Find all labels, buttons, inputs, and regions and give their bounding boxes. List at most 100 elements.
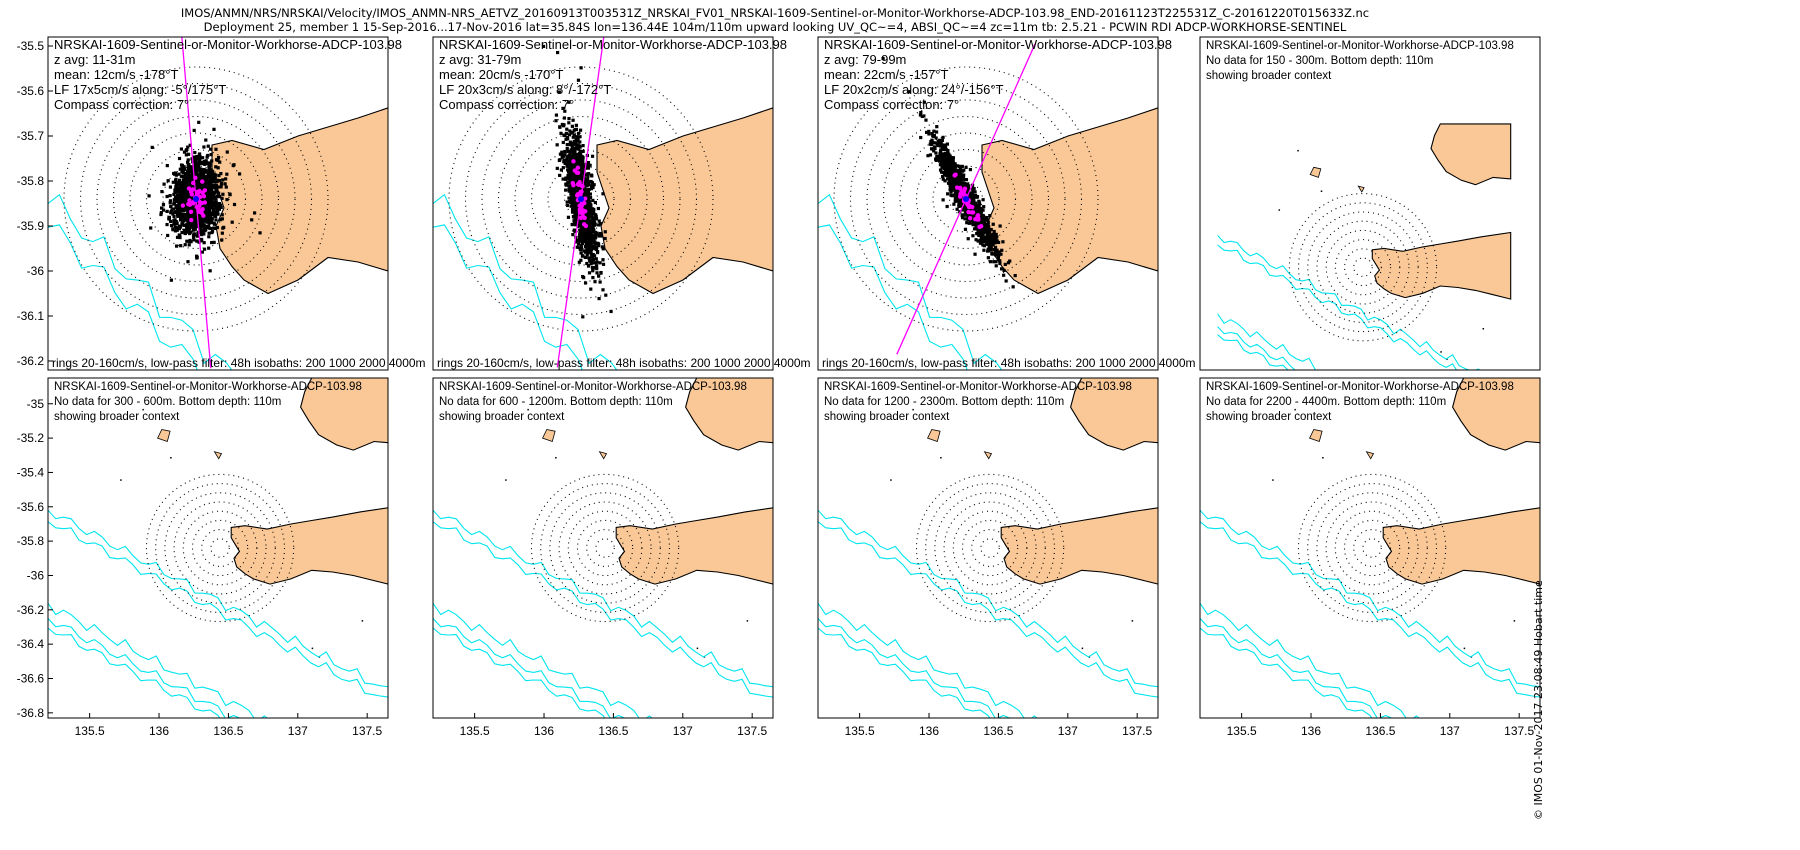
velocity-point	[563, 109, 567, 113]
x-tick-label: 137.5	[1504, 724, 1534, 738]
velocity-point	[570, 210, 575, 214]
velocity-point	[978, 241, 983, 245]
velocity-point	[586, 202, 590, 206]
velocity-point	[181, 216, 185, 220]
velocity-point	[219, 171, 223, 176]
velocity-point	[199, 169, 203, 173]
velocity-point	[184, 182, 188, 186]
velocity-point	[572, 177, 576, 181]
velocity-point	[579, 243, 583, 248]
velocity-point	[963, 205, 967, 209]
velocity-point	[212, 226, 216, 230]
velocity-point	[207, 161, 211, 165]
velocity-point	[583, 186, 587, 190]
panel-frame	[432, 377, 774, 719]
velocity-point	[964, 165, 968, 169]
velocity-point	[589, 207, 593, 211]
velocity-point	[149, 226, 153, 230]
velocity-point	[206, 144, 210, 148]
velocity-point	[592, 183, 596, 187]
panel-frame	[1199, 36, 1541, 371]
velocity-point	[586, 230, 590, 234]
velocity-point	[579, 158, 583, 162]
velocity-point	[209, 226, 213, 231]
velocity-point	[192, 220, 197, 225]
velocity-point	[168, 194, 172, 198]
velocity-point	[588, 219, 592, 223]
panel-info-line: mean: 22cm/s -157°T	[824, 67, 948, 82]
velocity-point	[197, 120, 201, 124]
velocity-point	[573, 127, 578, 132]
velocity-point	[186, 152, 191, 156]
reef-dot	[1513, 620, 1516, 622]
velocity-point	[581, 144, 585, 148]
velocity-point	[933, 145, 937, 149]
velocity-point	[948, 156, 952, 160]
velocity-point	[216, 166, 220, 170]
velocity-point	[590, 265, 595, 270]
velocity-point	[978, 238, 982, 242]
velocity-point	[175, 228, 179, 232]
velocity-point	[192, 192, 197, 196]
velocity-point	[930, 140, 935, 144]
velocity-point	[212, 196, 216, 200]
velocity-point	[199, 175, 203, 180]
velocity-point	[208, 211, 212, 215]
velocity-point	[568, 167, 572, 171]
lowpass-point	[970, 210, 976, 215]
lowpass-point	[581, 222, 587, 227]
velocity-point	[591, 258, 595, 262]
y-tick-label: -35.5	[17, 39, 45, 53]
velocity-point	[579, 258, 583, 262]
velocity-point	[581, 168, 585, 172]
panel-info-line: showing broader context	[1206, 70, 1332, 82]
velocity-point	[212, 127, 216, 131]
velocity-point	[958, 170, 962, 174]
panel-2200---4400m: NRSKAI-1609-Sentinel-or-Monitor-Workhors…	[1199, 377, 1541, 738]
velocity-ring	[191, 519, 249, 577]
velocity-point	[988, 237, 993, 242]
velocity-point	[208, 201, 212, 206]
velocity-ring	[1325, 501, 1419, 595]
velocity-point	[559, 168, 563, 172]
velocity-point	[205, 208, 209, 212]
velocity-point	[983, 229, 987, 233]
x-tick-label: 137	[673, 724, 693, 738]
velocity-point	[575, 219, 579, 223]
panel-info-line: showing broader context	[54, 411, 180, 423]
velocity-point	[960, 183, 964, 187]
velocity-point	[573, 213, 578, 217]
velocity-point	[193, 165, 197, 170]
velocity-point	[561, 166, 565, 170]
velocity-point	[954, 176, 958, 180]
velocity-point	[192, 155, 197, 159]
panel-info-line: No data for 2200 - 4400m. Bottom depth: …	[1206, 396, 1446, 408]
velocity-point	[180, 163, 185, 168]
velocity-point	[583, 191, 587, 195]
velocity-point	[162, 182, 166, 186]
velocity-point	[573, 190, 577, 194]
velocity-point	[575, 245, 579, 249]
velocity-point	[576, 143, 580, 147]
velocity-point	[576, 242, 581, 246]
y-tick-label: -35.4	[17, 465, 45, 479]
velocity-point	[186, 230, 190, 234]
velocity-point	[216, 209, 220, 213]
velocity-point	[185, 239, 189, 243]
velocity-point	[169, 211, 173, 215]
panel-frame	[1199, 377, 1541, 719]
velocity-point	[201, 168, 205, 172]
y-tick-label: -35.7	[17, 129, 45, 143]
velocity-point	[940, 153, 944, 157]
velocity-point	[961, 181, 965, 185]
velocity-point	[966, 183, 970, 187]
velocity-point	[194, 214, 198, 218]
velocity-point	[182, 194, 186, 198]
velocity-point	[591, 230, 596, 234]
velocity-point	[172, 201, 176, 205]
velocity-ring	[1353, 529, 1392, 567]
velocity-point	[181, 171, 185, 175]
velocity-point	[586, 163, 590, 167]
velocity-point	[182, 228, 186, 232]
lowpass-point	[571, 159, 576, 164]
